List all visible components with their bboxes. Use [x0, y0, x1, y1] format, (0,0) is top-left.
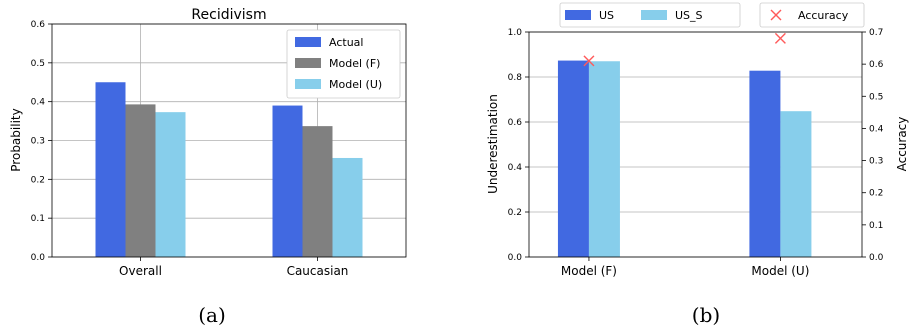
- y-tick-label: 0.4: [31, 98, 46, 108]
- y-tick-label: 0.3: [31, 137, 45, 147]
- accuracy-marker-model-f: [583, 55, 595, 67]
- legend-label-actual: Actual: [329, 36, 363, 49]
- chart-b-ylabel: Underestimation: [486, 94, 500, 194]
- legend-swatch-model-f: [295, 58, 321, 68]
- chart-a-ylabel: Probability: [9, 108, 23, 171]
- y-tick-label: 0.5: [31, 59, 45, 69]
- chart-b-ylabel-right: Accuracy: [895, 117, 909, 172]
- bar-model-u-caucasian: [332, 157, 363, 257]
- bar-model-f-caucasian: [302, 126, 333, 257]
- y-right-tick-label: 0.5: [869, 92, 883, 102]
- y-tick-label: 0.0: [508, 253, 523, 263]
- y-tick-label: 0.1: [31, 214, 45, 224]
- y-right-tick-label: 0.4: [869, 124, 884, 134]
- legend-swatch-us-s: [641, 10, 667, 20]
- legend-label-model-f: Model (F): [329, 57, 380, 70]
- legend-label-accuracy: Accuracy: [798, 9, 849, 22]
- legend-label-us: US: [599, 9, 614, 22]
- y-right-tick-label: 0.2: [869, 189, 883, 199]
- y-right-tick-label: 0.6: [869, 60, 884, 70]
- y-tick-label: 0.2: [31, 175, 45, 185]
- y-tick-label: 0.6: [508, 118, 523, 128]
- x-tick-label-overall: Overall: [119, 264, 162, 278]
- y-tick-label: 0.8: [508, 73, 523, 83]
- bar-us-s-model-f: [588, 61, 620, 257]
- caption-a: (a): [198, 303, 226, 327]
- x-tick-label-caucasian: Caucasian: [287, 264, 349, 278]
- y-right-tick-label: 0.0: [869, 253, 884, 263]
- bar-model-u-overall: [155, 112, 186, 257]
- accuracy-marker-model-u: [774, 32, 786, 44]
- y-tick-label: 1.0: [508, 28, 523, 38]
- underestimation-chart: US US_S Accuracy 0.0 0.2 0.4 0.6 0.8 1.0 0.0 0…: [486, 2, 909, 327]
- legend-swatch-actual: [295, 37, 321, 47]
- y-right-tick-label: 0.7: [869, 28, 883, 38]
- legend-swatch-us: [565, 10, 591, 20]
- chart-b-legend: US US_S Accuracy: [559, 2, 865, 28]
- chart-a-legend: Actual Model (F) Model (U): [286, 29, 401, 99]
- legend-swatch-model-u: [295, 79, 321, 89]
- x-tick-label-model-u: Model (U): [751, 264, 809, 278]
- bar-us-model-f: [557, 60, 589, 258]
- y-right-tick-label: 0.3: [869, 157, 883, 167]
- x-tick-label-model-f: Model (F): [561, 264, 617, 278]
- bar-actual-overall: [95, 82, 126, 257]
- bar-model-f-overall: [125, 104, 156, 257]
- y-right-tick-label: 0.1: [869, 221, 883, 231]
- chart-b-plot-frame: [528, 31, 863, 258]
- y-tick-label: 0.2: [508, 208, 522, 218]
- y-tick-label: 0.4: [508, 163, 523, 173]
- caption-b: (b): [692, 303, 720, 327]
- chart-a-title: Recidivism: [191, 7, 266, 23]
- bar-actual-caucasian: [272, 105, 303, 257]
- y-tick-label: 0.0: [31, 253, 46, 263]
- bar-us-s-model-u: [780, 111, 812, 257]
- legend-label-us-s: US_S: [675, 9, 703, 22]
- recidivism-chart: Recidivism 0.0 0.1 0.2 0.3 0.4 0.5 0.6 Overall…: [9, 7, 407, 327]
- bar-us-model-u: [749, 70, 781, 257]
- legend-marker-accuracy: [770, 9, 782, 21]
- legend-label-model-u: Model (U): [329, 78, 382, 91]
- y-tick-label: 0.6: [31, 20, 46, 30]
